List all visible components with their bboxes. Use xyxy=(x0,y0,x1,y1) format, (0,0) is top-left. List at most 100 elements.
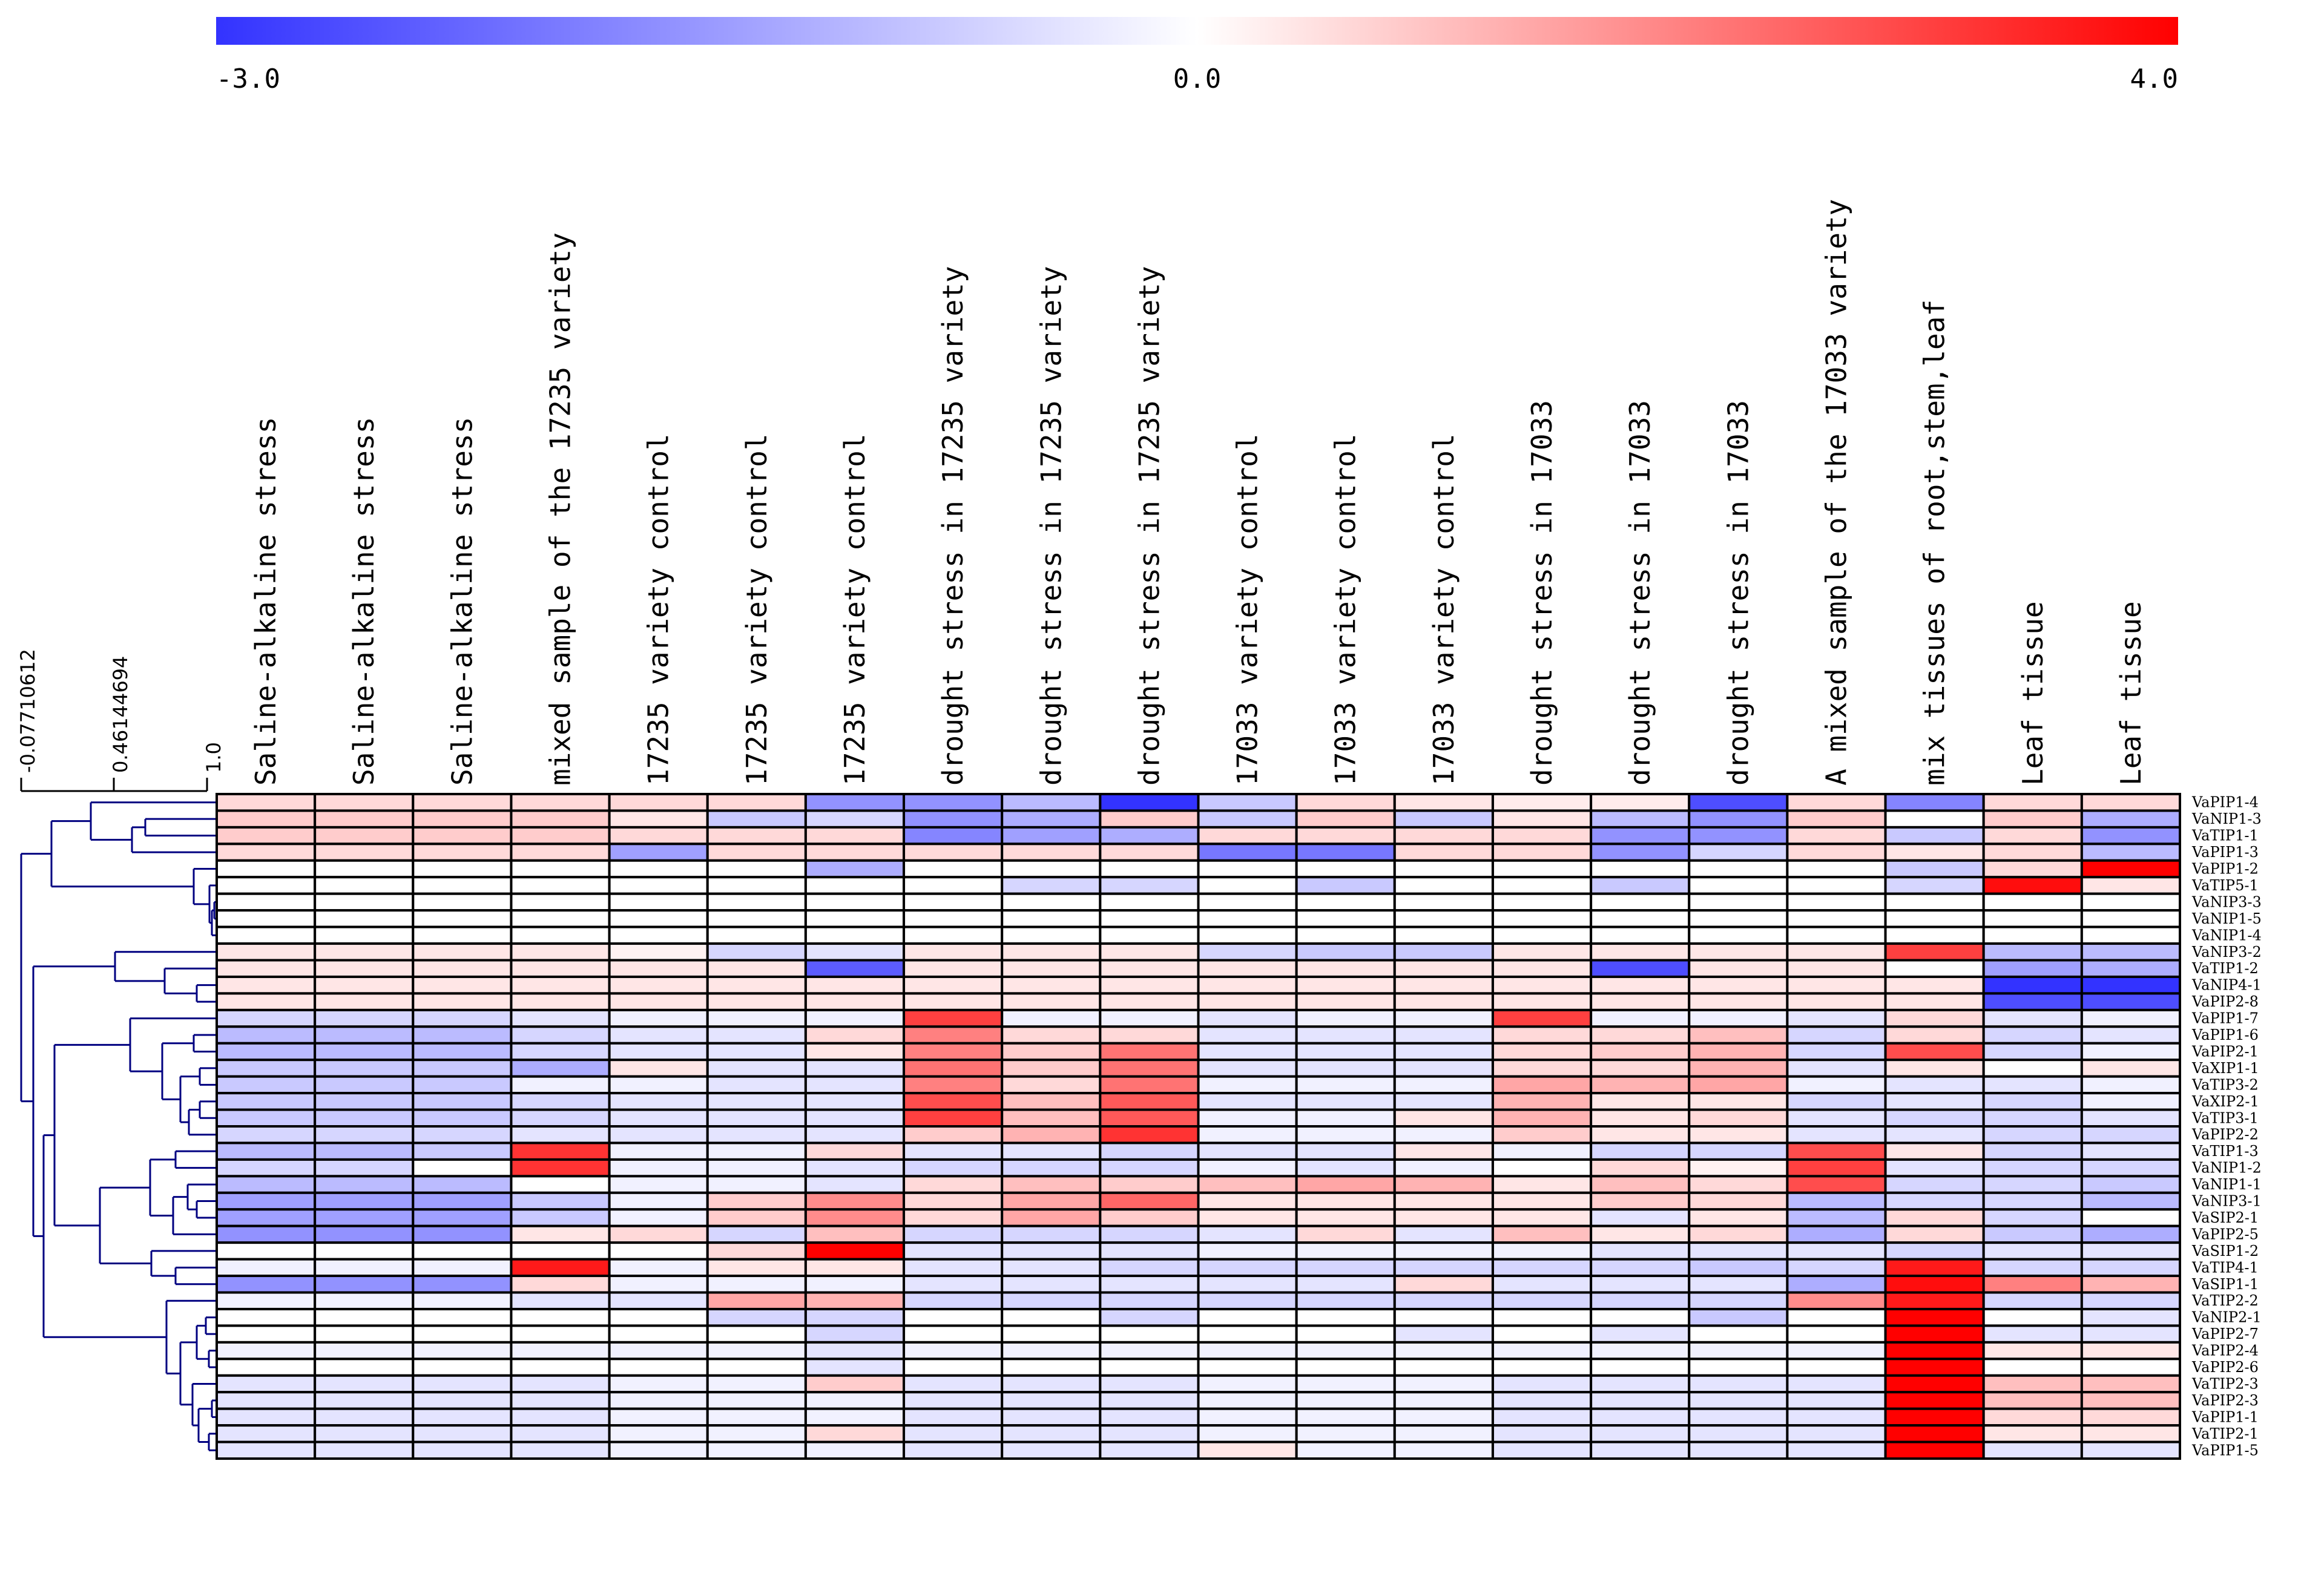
heatmap-cell xyxy=(314,1141,415,1161)
heatmap-cell xyxy=(1491,1407,1593,1427)
heatmap-cell xyxy=(1001,1092,1102,1111)
heatmap-cell xyxy=(1688,1440,1789,1460)
heatmap-cell xyxy=(1491,1042,1593,1062)
heatmap-cell xyxy=(1393,1008,1494,1028)
heatmap-cell xyxy=(1688,1191,1789,1211)
heatmap-cell xyxy=(1491,1092,1593,1111)
heatmap-cell xyxy=(1884,1324,1985,1344)
heatmap-cell xyxy=(1491,1025,1593,1045)
heatmap-cell xyxy=(903,876,1004,895)
row-label: VaNIP1-3 xyxy=(2191,810,2262,827)
heatmap-cell xyxy=(1491,892,1593,912)
row-dendrogram xyxy=(20,801,216,1451)
heatmap-cell xyxy=(314,1424,415,1443)
heatmap-cell xyxy=(903,1092,1004,1111)
row-label: VaPIP2-6 xyxy=(2191,1359,2259,1376)
heatmap-cell xyxy=(1590,975,1691,995)
heatmap-cell xyxy=(804,1125,906,1144)
dendrogram-scale-label: -0.07710612 xyxy=(16,649,39,773)
heatmap-cell xyxy=(1786,876,1887,895)
heatmap-cell xyxy=(1295,1341,1396,1361)
heatmap-cell xyxy=(314,1175,415,1194)
heatmap-cell xyxy=(608,992,709,1011)
heatmap-cell xyxy=(314,1108,415,1128)
heatmap-cell xyxy=(608,1175,709,1194)
row-label: VaSIP1-2 xyxy=(2191,1243,2259,1259)
heatmap-cell xyxy=(608,959,709,978)
heatmap-cell xyxy=(1590,1391,1691,1410)
row-label: VaNIP1-2 xyxy=(2191,1160,2262,1177)
heatmap-cell xyxy=(510,1307,611,1327)
heatmap-cell xyxy=(903,842,1004,862)
heatmap-cell xyxy=(1786,1307,1887,1327)
row-label: VaNIP3-1 xyxy=(2191,1193,2262,1210)
heatmap-cell xyxy=(608,1075,709,1095)
heatmap-cell xyxy=(216,1042,317,1062)
heatmap-cell xyxy=(804,975,906,995)
heatmap-cell xyxy=(1590,1358,1691,1377)
heatmap-cell xyxy=(608,1008,709,1028)
heatmap-cell xyxy=(706,1141,807,1161)
heatmap-cell xyxy=(1786,1407,1887,1427)
heatmap-cell xyxy=(1099,1108,1200,1128)
heatmap-cell xyxy=(1884,876,1985,895)
heatmap-cell xyxy=(1197,975,1298,995)
heatmap-cell xyxy=(1786,1075,1887,1095)
heatmap-cell xyxy=(1099,1042,1200,1062)
heatmap-cell xyxy=(706,959,807,978)
heatmap-cell xyxy=(1688,1042,1789,1062)
heatmap-cell xyxy=(1982,1141,2083,1161)
heatmap-cell xyxy=(314,959,415,978)
heatmap-cell xyxy=(706,925,807,945)
heatmap-cell xyxy=(706,1191,807,1211)
heatmap-cell xyxy=(706,809,807,829)
heatmap-cell xyxy=(1884,809,1985,829)
heatmap-cell xyxy=(216,1175,317,1194)
heatmap-cell xyxy=(1001,1008,1102,1028)
heatmap-cell xyxy=(706,1324,807,1344)
heatmap-cell xyxy=(1688,909,1789,928)
column-label: 17033 variety control xyxy=(1427,433,1460,786)
heatmap-cell xyxy=(2080,1307,2182,1327)
heatmap-cell xyxy=(1295,1025,1396,1045)
heatmap-cell xyxy=(1295,959,1396,978)
heatmap-cell xyxy=(1393,909,1494,928)
heatmap-cell xyxy=(1688,842,1789,862)
heatmap-cell xyxy=(1590,1224,1691,1244)
heatmap-cell xyxy=(1197,826,1298,846)
heatmap-cell xyxy=(510,1424,611,1443)
heatmap-cell xyxy=(903,1208,1004,1227)
row-label: VaNIP4-1 xyxy=(2191,977,2262,994)
heatmap-cell xyxy=(510,1407,611,1427)
heatmap-cell xyxy=(1099,1374,1200,1394)
heatmap-cell xyxy=(314,1324,415,1344)
heatmap-cell xyxy=(1688,1175,1789,1194)
heatmap-cell xyxy=(608,909,709,928)
heatmap-cell xyxy=(804,1275,906,1294)
heatmap-cell xyxy=(216,909,317,928)
heatmap-cell xyxy=(903,826,1004,846)
heatmap-cell xyxy=(706,1125,807,1144)
heatmap-cell xyxy=(2080,1025,2182,1045)
heatmap-cell xyxy=(1884,925,1985,945)
heatmap-cell xyxy=(1099,1092,1200,1111)
heatmap-cell xyxy=(510,1158,611,1178)
heatmap-cell xyxy=(608,942,709,962)
heatmap-cell xyxy=(1393,1224,1494,1244)
heatmap-cell xyxy=(412,859,513,879)
heatmap-cell xyxy=(1884,1092,1985,1111)
heatmap-cell xyxy=(1001,793,1102,812)
heatmap-cell xyxy=(2080,793,2182,812)
heatmap-cell xyxy=(314,892,415,912)
heatmap-cell xyxy=(2080,1158,2182,1178)
heatmap-cell xyxy=(804,1424,906,1443)
heatmap-cell xyxy=(706,842,807,862)
column-label: Saline-alkaline stress xyxy=(446,417,478,786)
heatmap-cell xyxy=(1884,942,1985,962)
heatmap-cell xyxy=(1688,809,1789,829)
heatmap-cell xyxy=(2080,1175,2182,1194)
heatmap-cell xyxy=(1197,793,1298,812)
heatmap-cell xyxy=(216,1241,317,1261)
row-label: VaNIP3-2 xyxy=(2191,944,2262,961)
heatmap-cell xyxy=(1982,1008,2083,1028)
